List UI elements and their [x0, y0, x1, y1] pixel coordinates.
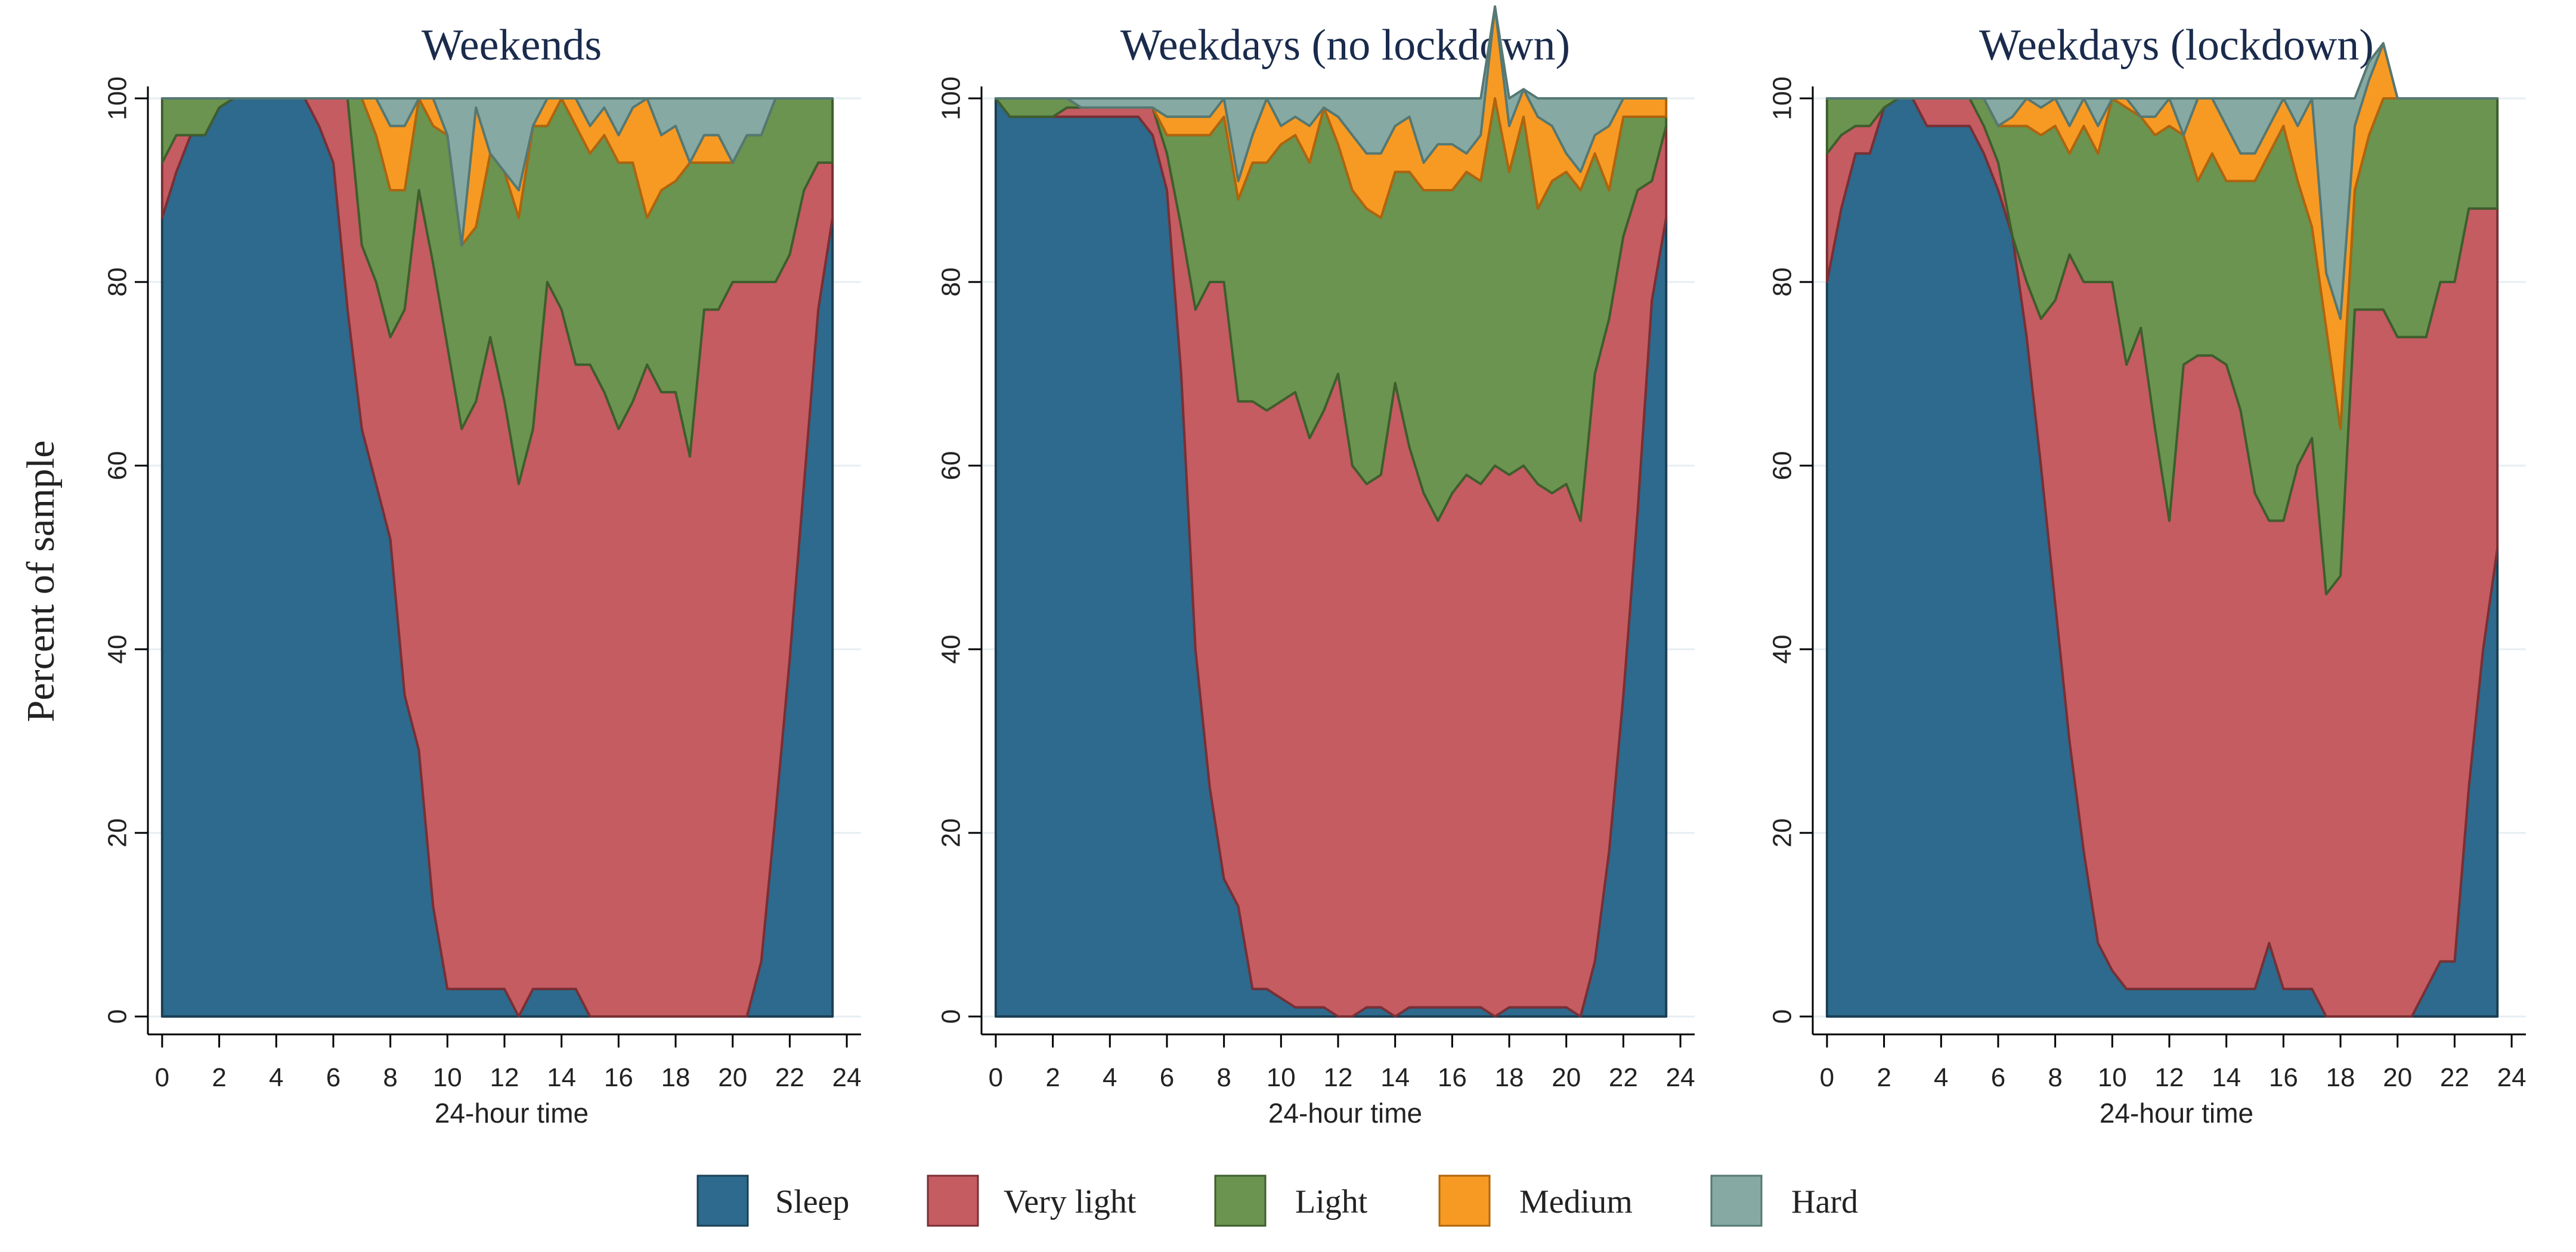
y-tick-label: 20	[103, 819, 132, 848]
legend-swatch-light	[1214, 1174, 1267, 1227]
panel-title: Weekends	[422, 21, 602, 70]
legend-swatch-very-light	[927, 1174, 979, 1227]
x-axis-label: 24-hour time	[1268, 1098, 1422, 1129]
x-tick-label: 0	[155, 1063, 169, 1092]
y-tick-label: 60	[1768, 451, 1797, 481]
x-tick-label: 20	[718, 1063, 747, 1092]
x-tick-label: 8	[2048, 1063, 2062, 1092]
x-tick-label: 12	[490, 1063, 519, 1092]
x-tick-label: 2	[1877, 1063, 1891, 1092]
x-tick-label: 14	[547, 1063, 576, 1092]
x-tick-label: 22	[2440, 1063, 2469, 1092]
y-tick-label: 100	[1768, 76, 1797, 120]
x-tick-label: 12	[1324, 1063, 1353, 1092]
x-tick-label: 24	[832, 1063, 862, 1092]
x-tick-label: 10	[433, 1063, 462, 1092]
x-tick-label: 8	[383, 1063, 397, 1092]
legend-label-hard: Hard	[1791, 1183, 1858, 1220]
y-tick-label: 60	[937, 451, 966, 481]
x-tick-label: 16	[1438, 1063, 1467, 1092]
x-tick-label: 4	[1934, 1063, 1948, 1092]
x-tick-label: 18	[2326, 1063, 2355, 1092]
x-tick-label: 24	[1666, 1063, 1695, 1092]
x-tick-label: 6	[326, 1063, 340, 1092]
x-tick-label: 6	[1160, 1063, 1174, 1092]
y-tick-label: 40	[937, 635, 966, 664]
x-tick-label: 8	[1216, 1063, 1231, 1092]
y-tick-label: 60	[103, 451, 132, 481]
y-axis-label: Percent of sample	[19, 441, 63, 723]
legend-label-medium: Medium	[1519, 1183, 1633, 1220]
x-tick-label: 16	[2269, 1063, 2298, 1092]
panel-title: Weekdays (lockdown)	[1979, 21, 2374, 70]
x-tick-label: 6	[1991, 1063, 2005, 1092]
x-tick-label: 20	[2383, 1063, 2412, 1092]
x-axis-label: 24-hour time	[435, 1098, 589, 1129]
y-tick-label: 100	[937, 76, 966, 120]
legend-swatch-sleep	[696, 1174, 749, 1227]
y-tick-label: 0	[937, 1009, 966, 1024]
y-tick-label: 0	[103, 1009, 132, 1024]
x-tick-label: 14	[1380, 1063, 1410, 1092]
y-tick-label: 80	[937, 268, 966, 297]
legend-label-light: Light	[1295, 1183, 1368, 1220]
y-tick-label: 40	[103, 635, 132, 664]
x-tick-label: 22	[775, 1063, 804, 1092]
x-tick-label: 2	[212, 1063, 226, 1092]
x-tick-label: 0	[989, 1063, 1003, 1092]
y-tick-label: 20	[1768, 819, 1797, 848]
x-tick-label: 2	[1045, 1063, 1060, 1092]
legend-label-very-light: Very light	[1004, 1183, 1137, 1220]
x-tick-label: 18	[1495, 1063, 1524, 1092]
area-hard	[160, 97, 834, 247]
x-tick-label: 18	[661, 1063, 691, 1092]
y-tick-label: 0	[1768, 1009, 1797, 1024]
y-tick-label: 80	[1768, 268, 1797, 297]
x-tick-label: 14	[2212, 1063, 2241, 1092]
legend-label-sleep: Sleep	[775, 1183, 849, 1220]
legend-swatch-medium	[1438, 1174, 1491, 1227]
y-tick-label: 40	[1768, 635, 1797, 664]
area-hard	[1825, 42, 2499, 320]
x-tick-label: 10	[1267, 1063, 1296, 1092]
x-tick-label: 4	[269, 1063, 283, 1092]
y-tick-label: 20	[937, 819, 966, 848]
x-tick-label: 22	[1609, 1063, 1638, 1092]
x-axis-label: 24-hour time	[2100, 1098, 2253, 1129]
x-tick-label: 4	[1103, 1063, 1117, 1092]
y-tick-label: 100	[103, 76, 132, 120]
y-tick-label: 80	[103, 268, 132, 297]
x-tick-label: 20	[1552, 1063, 1581, 1092]
x-tick-label: 16	[604, 1063, 633, 1092]
legend-swatch-hard	[1710, 1174, 1763, 1227]
x-tick-label: 12	[2155, 1063, 2184, 1092]
x-tick-label: 24	[2497, 1063, 2527, 1092]
x-tick-label: 10	[2098, 1063, 2127, 1092]
legend: Sleep Very light Light Medium Hard	[696, 1174, 1858, 1227]
area-hard	[994, 5, 1668, 182]
x-tick-label: 0	[1820, 1063, 1834, 1092]
